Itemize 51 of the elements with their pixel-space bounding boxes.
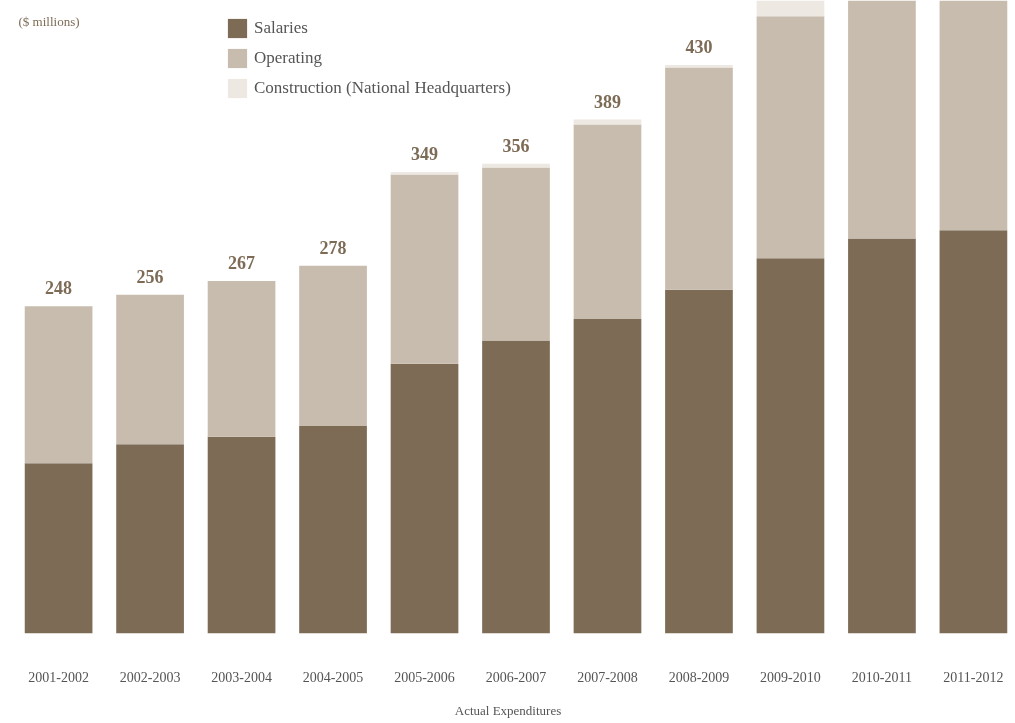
- bar: [24, 306, 93, 464]
- bar: [573, 119, 642, 125]
- bar: [116, 444, 184, 634]
- legend-label: Construction (National Headquarters): [254, 78, 511, 98]
- bar: [756, 258, 825, 634]
- legend-label: Operating: [254, 48, 322, 68]
- bar: [756, 0, 825, 17]
- bar: [482, 340, 550, 634]
- x-axis-title: Actual Expenditures: [454, 702, 562, 718]
- x-tick-label: 2008-2009: [668, 669, 730, 685]
- x-tick-label: 2002-2003: [119, 669, 181, 685]
- x-tick-label: 2001-2002: [28, 669, 89, 685]
- x-tick-label: 2010-2011: [851, 669, 913, 685]
- x-tick-label: 2009-2010: [760, 669, 821, 685]
- x-tick-label: 2005-2006: [394, 669, 455, 685]
- annotation: 256: [136, 266, 164, 287]
- x-tick-label: 2004-2005: [302, 669, 364, 685]
- bar: [665, 65, 733, 68]
- bar: [390, 363, 459, 634]
- bar: [939, 230, 1008, 634]
- legend-label: Salaries: [254, 18, 308, 38]
- bar: [939, 0, 1008, 231]
- bar: [665, 289, 733, 634]
- bar: [848, 238, 916, 634]
- bar: [756, 16, 825, 259]
- x-tick-label: 2003-2004: [211, 669, 272, 685]
- annotation: 267: [228, 252, 256, 273]
- annotation: 248: [45, 278, 73, 299]
- bar: [573, 318, 642, 634]
- bar: [848, 0, 916, 239]
- bar: [24, 463, 93, 634]
- bar: [482, 163, 550, 168]
- bar: [299, 425, 367, 634]
- bar: [665, 67, 733, 290]
- bar: [207, 280, 276, 437]
- annotation: ($ millions): [18, 13, 80, 29]
- annotation: 356: [502, 135, 530, 156]
- annotation: 430: [685, 37, 713, 58]
- x-tick-label: 2006-2007: [485, 669, 547, 685]
- x-tick-label: 2007-2008: [577, 669, 638, 685]
- bar: [299, 265, 367, 426]
- bar: [207, 436, 276, 634]
- bar: [573, 124, 642, 319]
- bar: [482, 167, 550, 341]
- annotation: 349: [411, 144, 439, 165]
- bar: [390, 174, 459, 364]
- annotation: 278: [319, 237, 347, 258]
- bar: [390, 172, 459, 175]
- bar: [116, 294, 184, 445]
- x-tick-label: 2011-2012: [943, 669, 1004, 685]
- annotation: 389: [593, 91, 621, 112]
